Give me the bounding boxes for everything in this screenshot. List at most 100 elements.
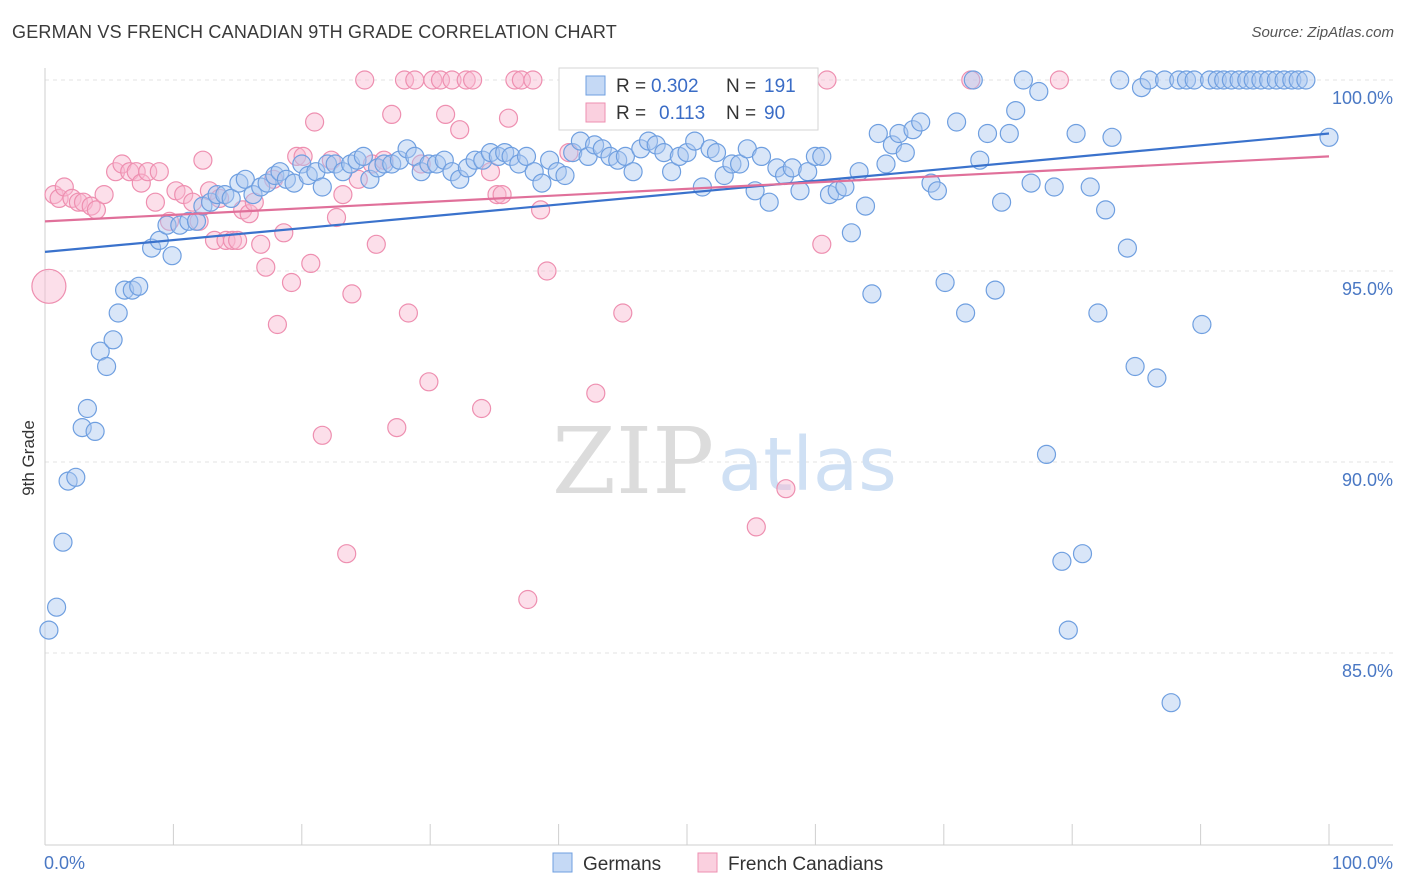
germans-point: [114, 280, 135, 300]
germans-point: [53, 532, 73, 552]
germans-point: [1125, 356, 1145, 377]
french-canadians-point: [586, 383, 606, 403]
germans-point: [1274, 70, 1294, 90]
germans-point: [1080, 177, 1100, 197]
germans-point: [353, 146, 373, 166]
germans-point: [325, 154, 345, 174]
french-canadians-point: [405, 70, 425, 90]
french-canadians-point: [450, 120, 470, 140]
germans-point: [1229, 70, 1249, 90]
germans-point: [782, 158, 802, 178]
germans-point: [977, 123, 998, 144]
germans-point: [419, 154, 439, 174]
germans-point: [1207, 70, 1227, 90]
french-canadians-point: [333, 185, 353, 205]
french-canadians-point: [126, 162, 146, 182]
germans-point: [473, 150, 493, 170]
french-canadians-point: [518, 589, 538, 610]
french-canadians-point: [523, 70, 543, 90]
germans-point: [465, 150, 485, 170]
french-canadians-point: [480, 162, 501, 182]
french-canadians-point: [281, 272, 302, 293]
germans-point: [265, 165, 285, 186]
germans-point: [1021, 173, 1041, 193]
germans-point: [207, 185, 227, 205]
germans-point: [868, 123, 888, 144]
germans-point: [631, 139, 651, 159]
germans-point: [374, 154, 394, 174]
watermark-zip: ZIP: [552, 408, 714, 515]
germans-point: [1237, 70, 1257, 90]
y-axis-tick-labels: 100.0% 95.0% 90.0% 85.0%: [1332, 88, 1393, 681]
germans-point: [411, 162, 431, 182]
germans-point: [524, 162, 544, 182]
germans-point: [706, 143, 727, 163]
germans-point: [862, 284, 882, 304]
germans-trend-line: [44, 132, 1330, 253]
french-canadians-point: [366, 234, 386, 254]
germans-point: [312, 177, 332, 197]
series-legend: Germans French Canadians: [552, 852, 883, 875]
germans-point: [855, 196, 876, 216]
french-canadians-point: [472, 398, 492, 419]
y-axis-title: 9th Grade: [19, 420, 38, 496]
germans-point: [563, 143, 583, 163]
stats-legend-n-french-canadians: 90: [764, 103, 785, 124]
germans-point: [963, 70, 983, 90]
germans-point: [1036, 444, 1057, 464]
germans-point: [46, 597, 67, 617]
french-canadians-point: [54, 177, 74, 197]
germans-point: [450, 169, 470, 189]
french-canadians-point: [94, 185, 114, 205]
germans-point: [1072, 544, 1093, 564]
legend-swatch-french-canadians: [697, 852, 718, 873]
germans-point: [570, 131, 591, 151]
germans-point: [142, 238, 162, 258]
french-canadians-point: [812, 234, 832, 254]
germans-point: [516, 146, 537, 166]
germans-point: [903, 120, 923, 140]
french-canadians-point: [463, 70, 483, 90]
germans-point: [751, 146, 772, 166]
germans-point: [911, 112, 931, 132]
germans-point: [360, 169, 380, 189]
germans-point: [1319, 127, 1339, 147]
germans-point: [434, 150, 454, 170]
stats-legend-r-label-french-canadians: R =: [616, 103, 646, 124]
germans-point: [96, 356, 117, 377]
germans-point: [1066, 123, 1086, 144]
germans-point: [243, 185, 263, 205]
french-canadians-point: [355, 70, 375, 90]
french-canadians-point: [267, 314, 287, 335]
germans-point: [389, 150, 409, 170]
germans-point: [1117, 238, 1138, 258]
germans-point: [812, 146, 832, 166]
french-canadians-trend-line: [44, 155, 1330, 223]
stats-legend-n-label-germans: N =: [726, 76, 756, 97]
french-canadians-point: [613, 303, 633, 323]
germans-point: [1184, 70, 1204, 90]
germans-point: [1169, 70, 1189, 90]
germans-point: [77, 398, 98, 419]
french-canadians-point: [1049, 70, 1070, 90]
legend-label-french-canadians: French Canadians: [728, 854, 883, 875]
french-canadians-point: [776, 479, 796, 499]
germans-point: [1282, 70, 1302, 90]
french-canadians-point: [492, 185, 512, 205]
french-canadians-point: [228, 230, 248, 250]
french-canadians-point: [348, 169, 368, 189]
germans-point: [615, 146, 636, 166]
germans-point: [103, 330, 123, 350]
y-tick-label: 95.0%: [1342, 279, 1393, 299]
french-canadians-point: [145, 192, 165, 212]
french-canadians-point: [305, 112, 325, 132]
germans-point: [1139, 70, 1159, 90]
germans-point: [991, 192, 1012, 212]
french-canadians-point: [817, 70, 837, 90]
germans-point: [1029, 81, 1049, 102]
germans-point: [895, 143, 915, 163]
germans-point: [805, 146, 826, 166]
germans-point: [1251, 70, 1271, 90]
germans-point: [1288, 70, 1308, 90]
germans-point: [1259, 70, 1279, 90]
